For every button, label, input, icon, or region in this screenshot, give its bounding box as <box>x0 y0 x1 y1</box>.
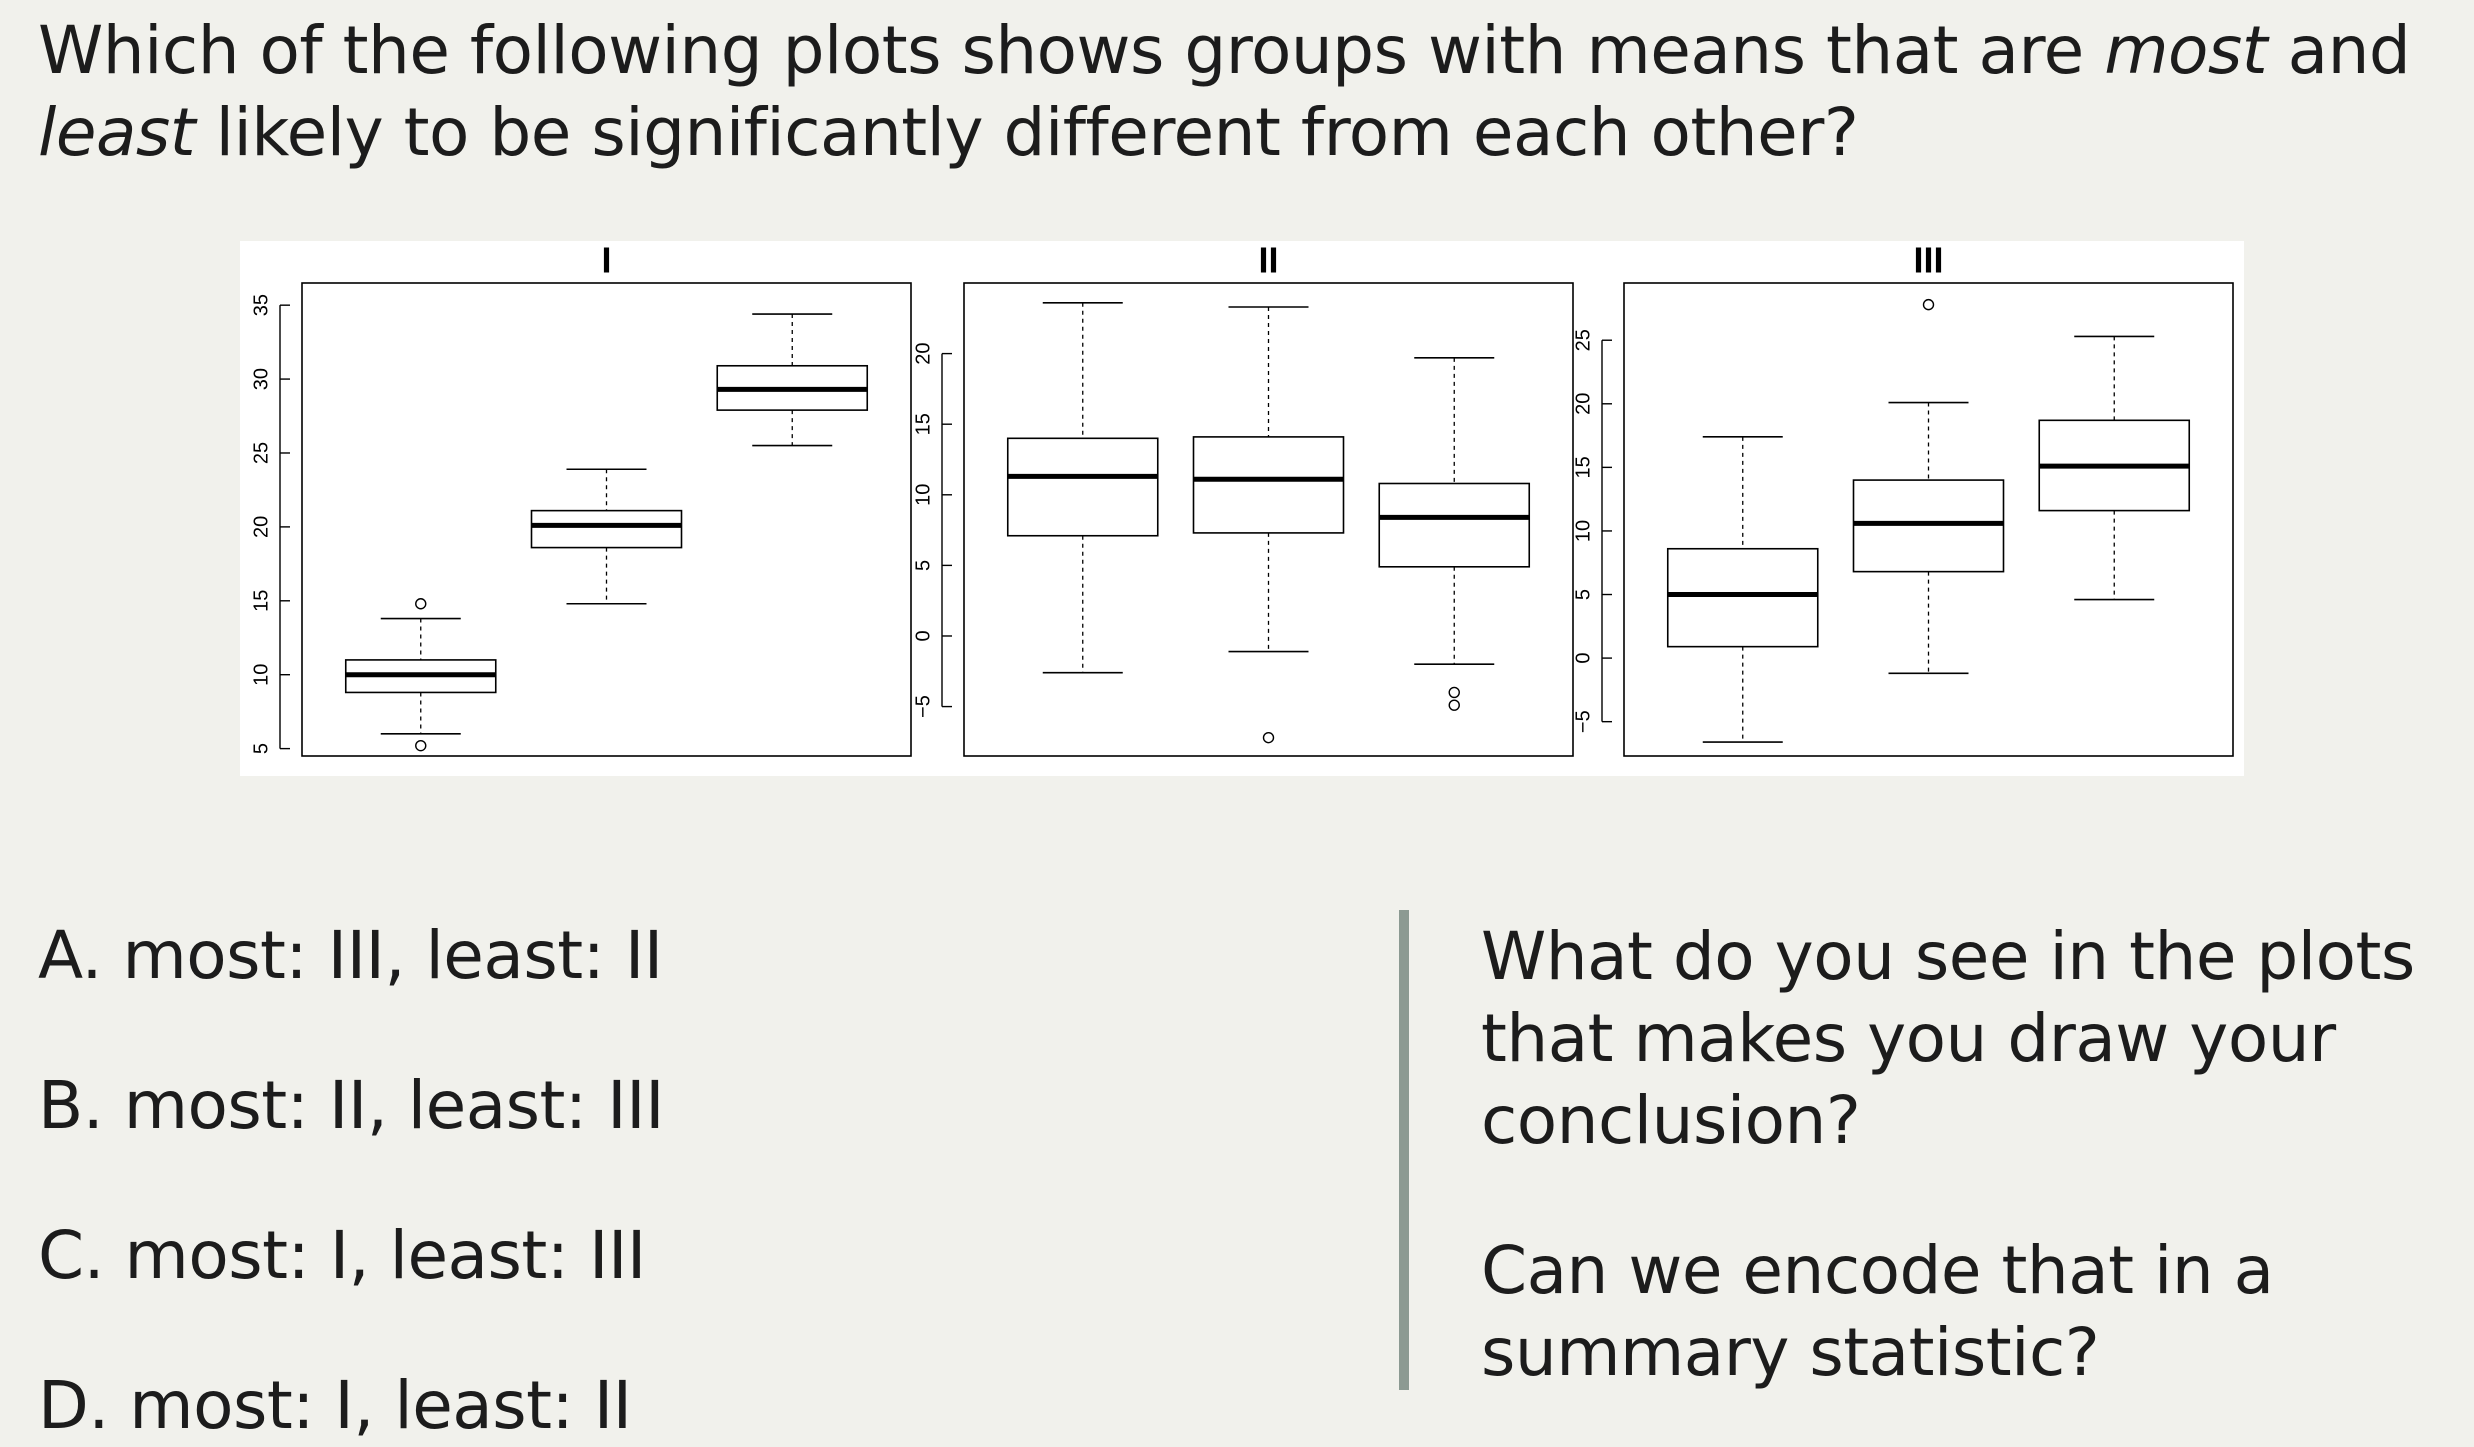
question-part-2: and <box>2267 12 2411 89</box>
plot-frame <box>1623 282 2234 757</box>
y-tick-label: 10 <box>250 664 272 686</box>
plot-title: II <box>1258 241 1278 281</box>
y-tick-label: 15 <box>250 590 272 612</box>
y-tick-label: 20 <box>912 342 934 364</box>
box-iqr <box>1852 479 2005 573</box>
y-tick-label: 25 <box>1572 329 1594 351</box>
box-iqr <box>530 509 683 549</box>
outlier-point <box>1448 686 1460 699</box>
y-tick-label: 5 <box>912 560 934 571</box>
y-tick-label: 10 <box>912 484 934 506</box>
y-tick-label: 30 <box>250 368 272 390</box>
plot-title: III <box>1913 241 1943 281</box>
plot-title: I <box>601 241 611 281</box>
y-tick-label: 10 <box>1572 520 1594 542</box>
outlier-point <box>415 598 427 610</box>
question-part-1: Which of the following plots shows group… <box>38 12 2105 89</box>
vertical-divider <box>1399 910 1409 1390</box>
answer-option-a[interactable]: A. most: III, least: II <box>38 917 663 994</box>
y-tick-label: 15 <box>912 413 934 435</box>
outlier-point <box>1262 731 1275 744</box>
boxplot-figure: I 5 10 15 20 25 30 35 II −5 0 5 10 15 20 III −5 0 5 10 15 20 2… <box>240 241 2244 776</box>
y-tick-label: 25 <box>250 442 272 464</box>
answer-option-b[interactable]: B. most: II, least: III <box>38 1067 665 1144</box>
outlier-point <box>1922 298 1935 311</box>
box-iqr <box>1192 436 1345 534</box>
answer-option-c[interactable]: C. most: I, least: III <box>38 1217 646 1294</box>
box-iqr <box>1378 482 1531 568</box>
outlier-point <box>415 739 427 752</box>
y-tick-label: 20 <box>250 516 272 538</box>
y-tick-label: 0 <box>912 630 934 641</box>
y-tick-label: 0 <box>1572 653 1594 664</box>
boxplot-figure-svg: I 5 10 15 20 25 30 35 II −5 0 5 10 15 20 III −5 0 5 10 15 20 2… <box>250 241 2234 757</box>
question-part-3: likely to be significantly different fro… <box>195 94 1859 171</box>
y-tick-label: 35 <box>250 294 272 316</box>
discussion-prompt-2: Can we encode that in a summary statisti… <box>1481 1232 2274 1391</box>
y-tick-label: 15 <box>1572 456 1594 478</box>
y-tick-label: 5 <box>1572 589 1594 600</box>
box-iqr <box>1666 547 1819 648</box>
discussion-prompt-1: What do you see in the plots that makes … <box>1481 918 2415 1159</box>
question-emphasis-least: least <box>38 94 196 171</box>
y-tick-label: −5 <box>1572 710 1594 733</box>
plot-frame <box>301 282 912 757</box>
outlier-point <box>1448 699 1460 711</box>
question-emphasis-most: most <box>2104 12 2268 89</box>
y-tick-label: 5 <box>250 743 272 754</box>
question-text: Which of the following plots shows group… <box>38 10 2458 174</box>
y-tick-label: 20 <box>1572 393 1594 415</box>
plot-frame <box>963 282 1574 757</box>
box-iqr <box>1006 437 1159 537</box>
answer-option-d[interactable]: D. most: I, least: II <box>38 1367 632 1444</box>
y-tick-label: −5 <box>912 695 934 718</box>
